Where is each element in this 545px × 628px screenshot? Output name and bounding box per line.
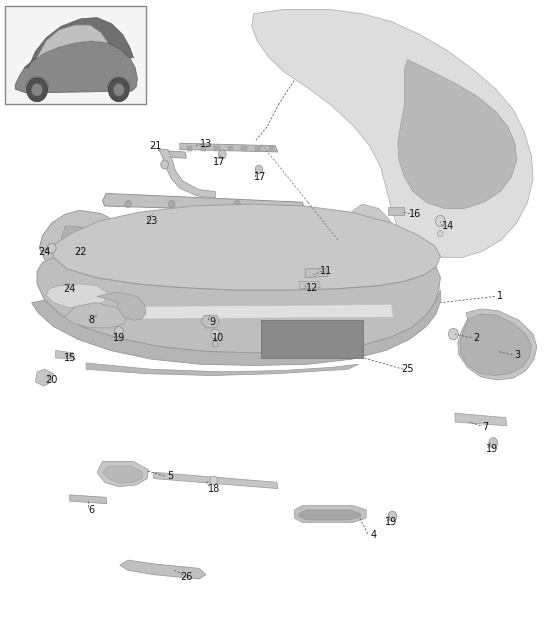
Text: 5: 5 xyxy=(167,471,173,481)
Circle shape xyxy=(161,160,168,169)
Polygon shape xyxy=(305,269,328,278)
Polygon shape xyxy=(86,363,359,376)
Bar xyxy=(241,146,247,151)
Polygon shape xyxy=(61,226,109,256)
Text: 19: 19 xyxy=(385,517,397,528)
Polygon shape xyxy=(70,495,107,504)
Bar xyxy=(255,146,261,151)
Polygon shape xyxy=(159,149,215,198)
Text: 10: 10 xyxy=(212,333,224,343)
Polygon shape xyxy=(102,466,143,484)
Circle shape xyxy=(168,200,175,208)
Circle shape xyxy=(66,279,75,289)
Polygon shape xyxy=(25,18,134,68)
Circle shape xyxy=(125,200,131,208)
Bar xyxy=(261,320,363,358)
Polygon shape xyxy=(252,9,533,257)
Polygon shape xyxy=(461,314,531,376)
Polygon shape xyxy=(398,60,517,208)
Circle shape xyxy=(435,215,445,227)
Text: 26: 26 xyxy=(180,571,192,582)
Circle shape xyxy=(211,329,220,339)
Text: 19: 19 xyxy=(113,333,125,343)
Polygon shape xyxy=(39,210,126,271)
Bar xyxy=(5,6,146,104)
Polygon shape xyxy=(37,257,440,353)
Polygon shape xyxy=(180,143,278,152)
Circle shape xyxy=(438,230,443,237)
Polygon shape xyxy=(455,413,507,426)
Text: 2: 2 xyxy=(474,333,480,343)
Polygon shape xyxy=(349,204,393,251)
Circle shape xyxy=(234,200,240,208)
Text: 19: 19 xyxy=(486,444,498,454)
Text: 13: 13 xyxy=(200,139,212,149)
Text: 7: 7 xyxy=(482,422,488,432)
Text: 15: 15 xyxy=(64,353,76,363)
Circle shape xyxy=(388,511,397,521)
Circle shape xyxy=(32,84,43,96)
Text: 22: 22 xyxy=(75,247,87,257)
Polygon shape xyxy=(52,204,440,290)
Bar xyxy=(228,146,233,151)
Text: 3: 3 xyxy=(514,350,521,360)
Polygon shape xyxy=(97,292,146,320)
Bar xyxy=(187,146,192,151)
Polygon shape xyxy=(300,281,320,289)
Text: 21: 21 xyxy=(149,141,161,151)
Text: 8: 8 xyxy=(88,315,95,325)
Circle shape xyxy=(114,327,123,337)
Circle shape xyxy=(449,328,458,340)
Polygon shape xyxy=(46,284,106,308)
Text: 25: 25 xyxy=(402,364,414,374)
Bar xyxy=(214,146,220,151)
Text: 24: 24 xyxy=(39,247,51,257)
Polygon shape xyxy=(294,506,366,522)
Text: 17: 17 xyxy=(255,172,267,182)
Text: 11: 11 xyxy=(320,266,332,276)
Circle shape xyxy=(255,165,263,174)
Polygon shape xyxy=(201,315,219,328)
Text: 9: 9 xyxy=(209,317,216,327)
Bar xyxy=(269,146,274,151)
Polygon shape xyxy=(64,303,128,328)
Polygon shape xyxy=(37,25,108,58)
Text: 6: 6 xyxy=(88,505,95,515)
Text: 12: 12 xyxy=(306,283,318,293)
Bar xyxy=(388,207,404,215)
Text: 20: 20 xyxy=(46,375,58,385)
Polygon shape xyxy=(97,462,148,487)
Polygon shape xyxy=(154,472,278,489)
Text: 16: 16 xyxy=(409,208,421,219)
Text: 14: 14 xyxy=(442,221,454,231)
Polygon shape xyxy=(102,193,305,212)
Circle shape xyxy=(213,341,218,347)
Circle shape xyxy=(113,84,124,96)
Polygon shape xyxy=(164,151,186,158)
Text: 17: 17 xyxy=(213,157,225,167)
Circle shape xyxy=(210,476,217,485)
Circle shape xyxy=(27,78,47,102)
Text: 23: 23 xyxy=(146,216,158,226)
Polygon shape xyxy=(35,369,53,386)
Polygon shape xyxy=(56,350,75,359)
Text: 24: 24 xyxy=(64,284,76,294)
Polygon shape xyxy=(32,290,440,365)
Polygon shape xyxy=(458,309,537,380)
Text: 4: 4 xyxy=(370,530,377,540)
Circle shape xyxy=(47,243,56,253)
Polygon shape xyxy=(299,510,361,520)
Polygon shape xyxy=(15,41,137,93)
Polygon shape xyxy=(120,560,206,579)
Circle shape xyxy=(108,78,129,102)
Polygon shape xyxy=(135,305,393,319)
Circle shape xyxy=(489,438,498,448)
Text: 18: 18 xyxy=(208,484,220,494)
Text: 1: 1 xyxy=(497,291,504,301)
Bar xyxy=(201,146,206,151)
Circle shape xyxy=(219,150,226,159)
